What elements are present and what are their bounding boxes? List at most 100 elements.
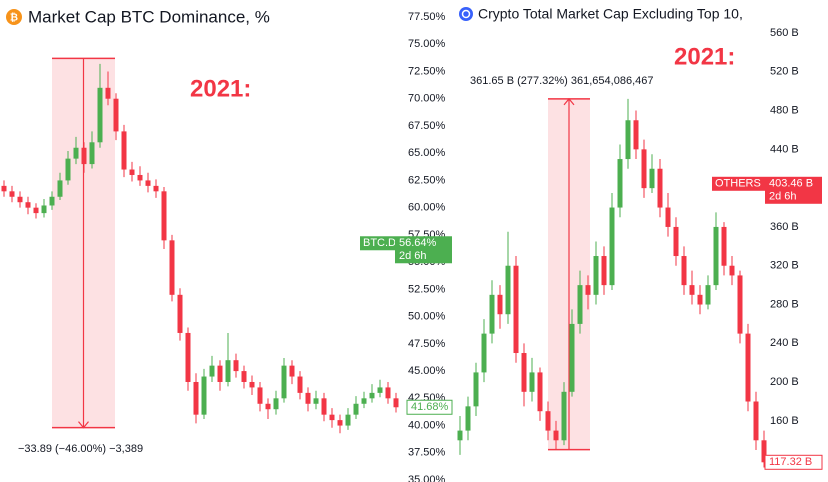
- candle-body: [113, 98, 119, 132]
- y-tick-label: 240 B: [770, 337, 799, 349]
- y-tick-label: 62.50%: [408, 174, 446, 186]
- candle-body: [673, 226, 679, 257]
- candle-body: [65, 158, 71, 181]
- candle-body: [145, 180, 151, 186]
- candle-body: [105, 87, 111, 99]
- candle-body: [457, 430, 463, 441]
- candle-body: [201, 376, 207, 415]
- price-label-box: [406, 399, 453, 415]
- y-tick-label: 200 B: [770, 376, 799, 388]
- measure-arrowhead: [563, 97, 575, 106]
- badge-symbol-bg: [360, 236, 395, 251]
- y-tick-label: 72.50%: [408, 65, 446, 77]
- candle-body: [561, 391, 567, 441]
- y-tick-label: 560 B: [770, 27, 799, 39]
- candle-body: [705, 285, 711, 305]
- badge-time: 2d 6h: [399, 250, 427, 262]
- y-tick-label: 40.00%: [408, 419, 446, 431]
- y-tick-label: 440 B: [770, 143, 799, 155]
- price-label: 117.32 B: [769, 456, 812, 468]
- candle-body: [137, 174, 143, 181]
- candle-body: [569, 323, 575, 392]
- candle-body: [537, 372, 543, 412]
- candle-body: [689, 285, 695, 295]
- candle-body: [225, 360, 231, 382]
- candle-body: [497, 294, 503, 315]
- candle-body: [361, 398, 367, 404]
- candle-body: [41, 205, 47, 214]
- candle-body: [465, 406, 471, 431]
- candle-body: [249, 381, 255, 388]
- bitcoin-icon-glyph: ₿: [10, 12, 18, 24]
- annotation: 2021:: [674, 43, 735, 70]
- candle-body: [209, 365, 215, 377]
- y-tick-label: 65.00%: [408, 147, 446, 159]
- candle-body: [721, 226, 727, 266]
- candle-body: [609, 207, 615, 286]
- candle-body: [641, 149, 647, 189]
- y-tick-label: 60.00%: [408, 202, 446, 214]
- candle-body: [281, 365, 287, 399]
- candle-body: [761, 440, 767, 463]
- measure-arrowhead: [78, 421, 89, 429]
- candle-body: [9, 191, 15, 197]
- y-tick-label: 480 B: [770, 104, 799, 116]
- chart-title: Crypto Total Market Cap Excluding Top 10…: [478, 6, 743, 22]
- candle-body: [585, 285, 591, 295]
- badge-value: 403.46 B: [769, 178, 813, 190]
- candle-body: [633, 120, 639, 150]
- badge-symbol: BTC.D: [363, 237, 396, 249]
- y-tick-label: 160 B: [770, 415, 799, 427]
- candle-body: [233, 360, 239, 372]
- candle-body: [169, 240, 175, 295]
- candle-body: [377, 387, 383, 393]
- candle-body: [57, 180, 63, 197]
- candle-body: [89, 142, 95, 165]
- y-tick-label: 520 B: [770, 66, 799, 78]
- candle-body: [529, 372, 535, 392]
- candle-body: [321, 398, 327, 415]
- candle-body: [185, 332, 191, 382]
- y-tick-label: 35.00%: [408, 474, 446, 482]
- y-tick-label: 280 B: [770, 298, 799, 310]
- y-tick-label: 37.50%: [408, 447, 446, 459]
- candle-body: [593, 256, 599, 295]
- candle-body: [49, 196, 55, 206]
- candle-body: [17, 196, 23, 203]
- badge-value-bg: [765, 176, 822, 204]
- candle-body: [241, 371, 247, 382]
- candle-body: [601, 256, 607, 286]
- candle-body: [313, 398, 319, 404]
- y-tick-label: 360 B: [770, 221, 799, 233]
- coin-icon: [459, 7, 473, 21]
- candle-body: [273, 398, 279, 410]
- candle-body: [577, 285, 583, 324]
- bitcoin-icon: [6, 9, 22, 25]
- candle-body: [737, 275, 743, 334]
- candle-body: [753, 401, 759, 441]
- candle-body: [657, 168, 663, 208]
- candle-body: [665, 207, 671, 227]
- candle-body: [729, 265, 735, 276]
- y-tick-label: 70.00%: [408, 93, 446, 105]
- candle-body: [297, 376, 303, 393]
- candle-body: [177, 294, 183, 333]
- candle-body: [81, 147, 87, 165]
- badge-value: 56.64%: [399, 237, 437, 249]
- candle-body: [305, 392, 311, 404]
- y-tick-label: 320 B: [770, 260, 799, 272]
- annotation: 2021:: [190, 75, 251, 102]
- candle-body: [521, 353, 527, 392]
- candle-body: [121, 131, 127, 170]
- candle-body: [345, 414, 351, 426]
- candle-body: [393, 398, 399, 408]
- y-tick-label: 45.00%: [408, 365, 446, 377]
- candle-body: [33, 207, 39, 214]
- candle-body: [337, 420, 343, 426]
- y-tick-label: 75.00%: [408, 38, 446, 50]
- candle-body: [1, 185, 7, 192]
- candle-body: [329, 414, 335, 421]
- measure-label: −33.89 (−46.00%) −3,389: [18, 443, 143, 455]
- candle-body: [25, 202, 31, 208]
